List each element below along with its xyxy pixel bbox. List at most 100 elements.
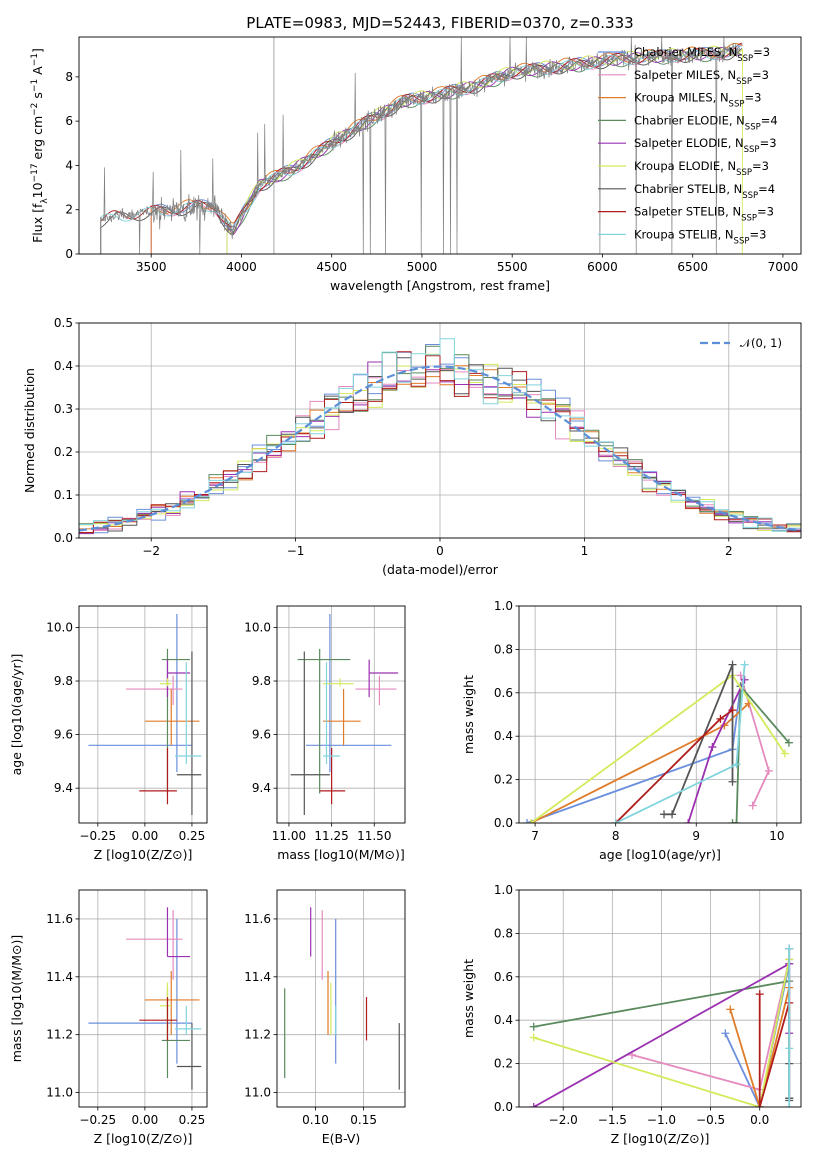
legend-sub: SSP xyxy=(744,145,760,155)
weight_vs_Z-plot-area xyxy=(529,944,794,1107)
x-axis-label: Z [log10(Z/Z⊙)] xyxy=(611,1131,710,1146)
residuals-panel: −2 −1 0 1 2 0.0 0.1 0.2 0.3 0.4 0.5 (data-model)/er… xyxy=(22,316,802,577)
y-tick-label: 1.0 xyxy=(494,599,513,613)
weight-line-chabrier_elodie xyxy=(732,683,790,823)
y-tick-label: 8 xyxy=(65,70,73,84)
axes-frame xyxy=(276,889,406,1108)
y-tick-label: 0.0 xyxy=(494,816,513,830)
y-tick-label: 11.6 xyxy=(244,912,271,926)
y-tick-label: 0.6 xyxy=(494,686,513,700)
y-tick-label: 0.3 xyxy=(54,402,73,416)
legend-sub: SSP xyxy=(729,100,745,110)
legend-sub: SSP xyxy=(736,77,752,87)
y-tick-label: 10.0 xyxy=(244,620,271,634)
axes-frame xyxy=(518,605,802,824)
y-tick-label: 6 xyxy=(65,114,73,128)
x-tick-label: 5500 xyxy=(497,260,528,274)
legend-label-salpeter_elodie: Salpeter ELODIE, NSSP=3 xyxy=(634,136,777,155)
x-tick-label: 0.15 xyxy=(350,1113,377,1127)
mass_vs_Z-panel: −0.25 0.00 0.25 11.0 11.2 11.4 11.6 Z [log10(Z/… xyxy=(9,889,208,1146)
x-tick-label: 10 xyxy=(769,829,784,843)
weight-point-kroupa_stelib xyxy=(785,1044,794,1053)
legend-suffix: =4 xyxy=(758,182,775,196)
label-part: A xyxy=(30,66,45,79)
weight-point-kroupa_elodie xyxy=(780,749,789,758)
legend-suffix: =3 xyxy=(752,68,769,82)
weight-line-chabrier_stelib xyxy=(664,664,734,816)
legend-suffix: =3 xyxy=(760,136,777,150)
label-part: ] xyxy=(30,48,45,53)
x-tick-label: 0 xyxy=(436,544,444,558)
y-tick-label: 10.0 xyxy=(46,620,73,634)
legend-sub: SSP xyxy=(742,191,758,201)
legend-sub: SSP xyxy=(737,54,753,64)
legend-sub: SSP xyxy=(736,168,752,178)
label-part: −2 xyxy=(30,103,40,116)
y-tick-label: 4 xyxy=(65,158,73,172)
weight-point-salpeter_elodie xyxy=(529,1103,538,1107)
weight-line-kroupa_elodie xyxy=(530,674,786,823)
age_vs_mass-panel: 11.00 11.25 11.50 9.4 9.6 9.8 10.0 mass [log10(… xyxy=(244,605,406,862)
y-axis-label: mass weight xyxy=(461,675,476,754)
x-tick-label: 11.50 xyxy=(357,829,391,843)
y-tick-label: 0 xyxy=(65,247,73,261)
legend-text: Chabrier MILES, N xyxy=(634,45,737,59)
residuals-plot-area xyxy=(79,338,801,538)
y-tick-label: 11.2 xyxy=(46,1028,73,1042)
legend-suffix: =3 xyxy=(757,205,774,219)
x-tick-label: 9 xyxy=(692,829,700,843)
x-axis-label: Z [log10(Z/Z⊙)] xyxy=(94,1131,193,1146)
y-axis-label: mass weight xyxy=(461,959,476,1038)
x-tick-label: 0.25 xyxy=(179,829,206,843)
x-tick-label: −0.25 xyxy=(79,829,116,843)
weight-line-kroupa_elodie xyxy=(533,959,791,1107)
data-spectrum-line xyxy=(100,37,740,254)
y-tick-label: 11.0 xyxy=(46,1086,73,1100)
x-tick-label: 6000 xyxy=(587,260,618,274)
weight-point-chabrier_stelib xyxy=(728,777,737,786)
axes-frame xyxy=(78,605,208,824)
legend-suffix: =3 xyxy=(749,227,766,241)
weight-point-kroupa_stelib xyxy=(611,819,620,823)
weight-line-salpeter_stelib xyxy=(615,709,734,823)
x-tick-label: 11.00 xyxy=(272,829,306,843)
x-tick-label: −1.0 xyxy=(647,1113,676,1127)
y-tick-label: 0.4 xyxy=(494,729,513,743)
legend-sub: SSP xyxy=(741,214,757,224)
x-axis-label: Z [log10(Z/Z⊙)] xyxy=(94,847,193,862)
weight-point-kroupa_stelib xyxy=(740,660,749,669)
model-line-salpeter_stelib xyxy=(100,42,742,254)
x-tick-label: −2 xyxy=(142,544,160,558)
y-tick-label: 11.4 xyxy=(244,970,271,984)
weight-point-chabrier_miles xyxy=(721,1029,730,1038)
x-tick-label: 0.00 xyxy=(132,829,159,843)
axes-frame xyxy=(518,889,802,1108)
y-axis-label: mass [log10(M/M⊙)] xyxy=(9,935,24,1063)
y-tick-label: 0.1 xyxy=(54,488,73,502)
weight-point-kroupa_elodie xyxy=(527,819,536,823)
weight-point-salpeter_stelib xyxy=(728,706,737,715)
y-tick-label: 9.8 xyxy=(54,674,73,688)
legend-label-chabrier_miles: Chabrier MILES, NSSP=3 xyxy=(634,45,770,64)
weight-point-chabrier_miles xyxy=(523,819,532,823)
y-tick-label: 0.0 xyxy=(54,531,73,545)
y-tick-label: 11.4 xyxy=(46,970,73,984)
x-tick-label: 0.10 xyxy=(302,1113,329,1127)
legend-label-kroupa_stelib: Kroupa STELIB, NSSP=3 xyxy=(634,227,766,246)
weight_vs_age-plot-area xyxy=(523,660,793,823)
figure-title: PLATE=0983, MJD=52443, FIBERID=0370, z=0… xyxy=(246,14,633,32)
y-tick-label: 9.8 xyxy=(252,674,271,688)
histogram-kroupa_stelib xyxy=(79,338,801,538)
axes-frame xyxy=(78,36,802,255)
axes-frame xyxy=(276,605,406,824)
x-tick-label: −0.25 xyxy=(79,1113,116,1127)
legend-label-chabrier_stelib: Chabrier STELIB, NSSP=4 xyxy=(634,182,775,201)
x-tick-label: 6500 xyxy=(677,260,708,274)
y-tick-label: 0.4 xyxy=(54,359,73,373)
axes-frame xyxy=(78,889,208,1108)
legend-label-salpeter_miles: Salpeter MILES, NSSP=3 xyxy=(634,68,769,87)
legend-label-salpeter_stelib: Salpeter STELIB, NSSP=3 xyxy=(634,205,774,224)
legend-text: Salpeter STELIB, N xyxy=(634,205,741,219)
